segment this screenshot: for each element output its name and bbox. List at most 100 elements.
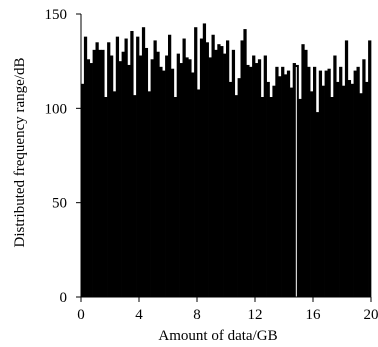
bar: [136, 36, 140, 297]
y-tick-label: 0: [60, 290, 68, 306]
bar: [185, 57, 189, 297]
bar: [214, 49, 218, 297]
y-axis-label: Distributed frequency range/dB: [12, 58, 28, 248]
bar: [278, 76, 282, 297]
bar: [182, 38, 186, 297]
bar: [133, 95, 137, 297]
bar: [356, 66, 360, 297]
bar: [342, 85, 346, 297]
bar: [353, 70, 357, 297]
bar: [257, 59, 262, 297]
bar: [86, 59, 91, 297]
bar: [165, 55, 169, 298]
bar: [266, 81, 270, 297]
bar: [304, 49, 308, 297]
bar: [368, 40, 372, 297]
bar: [246, 64, 250, 297]
x-axis-label: Amount of data/GB: [158, 328, 277, 344]
bar: [112, 91, 117, 297]
x-tick-label: 20: [364, 307, 378, 323]
bar: [240, 40, 244, 297]
bar: [255, 63, 259, 297]
x-tick-label: 16: [306, 307, 322, 323]
bar: [327, 68, 331, 298]
bar: [205, 42, 209, 297]
bar: [307, 66, 311, 297]
bar: [336, 81, 340, 297]
bar: [237, 78, 241, 298]
bar: [118, 61, 122, 297]
bar: [81, 83, 85, 297]
bar: [95, 42, 99, 297]
bar: [286, 70, 291, 297]
bar: [339, 66, 343, 297]
bar: [179, 63, 183, 297]
bar: [83, 36, 88, 297]
bar: [310, 91, 314, 297]
bar: [301, 44, 305, 297]
bar: [98, 49, 102, 297]
bar: [289, 87, 294, 297]
bar: [260, 97, 265, 297]
bar: [284, 74, 288, 298]
y-ticks-group: 0 50 100 150: [45, 7, 81, 306]
bar: [298, 98, 302, 298]
bar: [130, 30, 134, 297]
bar: [281, 66, 285, 297]
bar: [333, 55, 337, 298]
bar: [269, 97, 273, 297]
bar: [188, 59, 192, 297]
bar: [127, 64, 131, 297]
bar: [362, 59, 366, 297]
x-tick-label: 12: [248, 307, 263, 323]
x-tick-label: 8: [193, 307, 201, 323]
x-tick-label: 4: [135, 307, 143, 323]
bar: [249, 66, 253, 297]
bar: [217, 44, 221, 297]
bar: [292, 63, 296, 297]
bar: [104, 97, 108, 297]
bar: [344, 40, 349, 297]
bar: [159, 66, 163, 297]
y-tick-label: 100: [45, 101, 68, 117]
bar: [252, 55, 256, 298]
bar: [350, 83, 354, 297]
bar: [89, 63, 93, 297]
bars-group: [81, 23, 372, 298]
bar: [107, 42, 111, 297]
bar: [359, 93, 363, 298]
bar: [141, 27, 146, 298]
bar: [347, 80, 352, 297]
bar: [144, 47, 149, 298]
bar: [139, 55, 143, 298]
bar: [156, 51, 160, 298]
bar: [324, 70, 328, 297]
bar: [234, 95, 238, 297]
bar: [223, 53, 227, 298]
bar: [121, 51, 125, 298]
bar: [197, 89, 201, 297]
bar: [231, 49, 236, 297]
bar: [199, 38, 204, 297]
bar: [365, 81, 369, 297]
y-tick-label: 150: [45, 7, 68, 23]
bar: [275, 66, 279, 297]
bar: [153, 40, 157, 297]
bar: [226, 40, 230, 297]
bar: [124, 38, 128, 297]
bar: [92, 49, 96, 297]
bar: [115, 36, 120, 297]
bar: [110, 55, 114, 298]
bar: [150, 59, 154, 297]
bar: [202, 23, 207, 298]
bar: [295, 64, 299, 297]
bar: [211, 34, 215, 297]
bar: [168, 34, 172, 297]
bar: [228, 81, 233, 297]
bar: [173, 97, 178, 297]
bar: [315, 112, 320, 297]
bar: [162, 70, 166, 297]
bar: [170, 68, 175, 298]
bar: [191, 72, 195, 298]
